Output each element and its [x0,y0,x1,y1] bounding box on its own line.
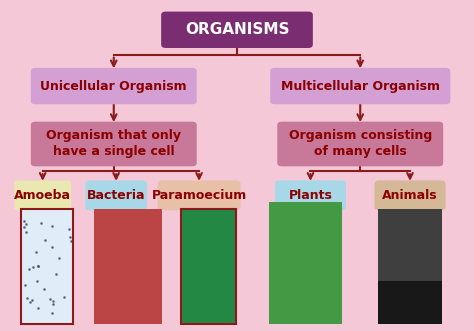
FancyBboxPatch shape [161,12,313,48]
Text: Amoeba: Amoeba [14,189,71,202]
FancyBboxPatch shape [21,209,73,324]
Text: ORGANISMS: ORGANISMS [185,22,289,37]
Text: Organism consisting
of many cells: Organism consisting of many cells [289,129,432,159]
FancyBboxPatch shape [374,180,446,210]
FancyBboxPatch shape [31,68,197,104]
FancyBboxPatch shape [14,180,71,210]
FancyBboxPatch shape [275,180,346,210]
Text: Unicellular Organism: Unicellular Organism [40,79,187,93]
FancyBboxPatch shape [270,68,450,104]
FancyBboxPatch shape [157,180,240,210]
FancyBboxPatch shape [31,122,197,166]
FancyBboxPatch shape [378,209,442,324]
Text: Organism that only
have a single cell: Organism that only have a single cell [46,129,181,159]
FancyBboxPatch shape [269,202,342,324]
FancyBboxPatch shape [85,180,147,210]
FancyBboxPatch shape [378,209,442,281]
FancyBboxPatch shape [277,122,443,166]
FancyBboxPatch shape [181,209,236,324]
Text: Animals: Animals [382,189,438,202]
Text: Bacteria: Bacteria [87,189,146,202]
Text: Paramoecium: Paramoecium [152,189,246,202]
Text: Plants: Plants [289,189,332,202]
FancyBboxPatch shape [94,209,162,324]
Text: Multicellular Organism: Multicellular Organism [281,79,440,93]
